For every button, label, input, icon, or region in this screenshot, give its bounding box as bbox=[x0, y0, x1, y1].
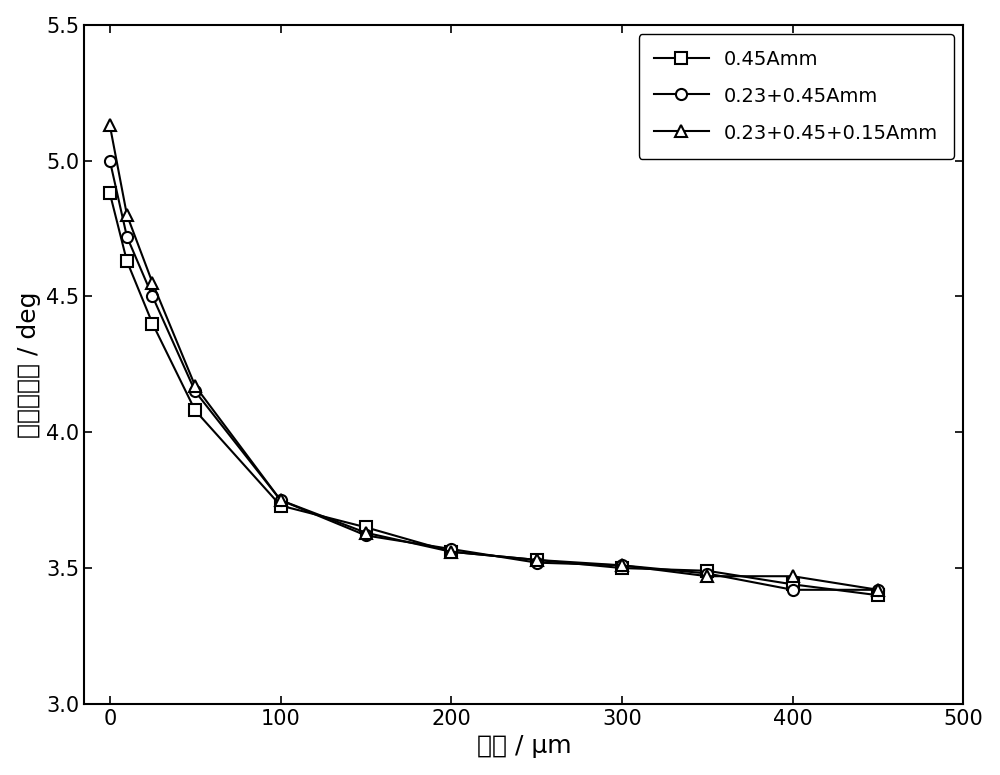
0.23+0.45Amm bbox=[104, 156, 116, 165]
Y-axis label: 衍射半高宽 / deg: 衍射半高宽 / deg bbox=[17, 291, 41, 438]
0.23+0.45+0.15Amm bbox=[616, 560, 628, 570]
0.45Amm bbox=[275, 501, 287, 510]
0.23+0.45+0.15Amm bbox=[121, 210, 133, 219]
0.23+0.45Amm bbox=[121, 232, 133, 241]
0.23+0.45+0.15Amm bbox=[189, 381, 201, 391]
0.45Amm bbox=[121, 257, 133, 266]
Line: 0.45Amm: 0.45Amm bbox=[104, 188, 884, 601]
0.23+0.45+0.15Amm bbox=[701, 572, 713, 581]
0.23+0.45+0.15Amm bbox=[275, 495, 287, 505]
0.23+0.45Amm bbox=[701, 569, 713, 578]
0.23+0.45Amm bbox=[445, 544, 457, 553]
Line: 0.23+0.45+0.15Amm: 0.23+0.45+0.15Amm bbox=[104, 119, 884, 595]
0.45Amm bbox=[872, 591, 884, 600]
0.45Amm bbox=[104, 188, 116, 198]
0.23+0.45Amm bbox=[146, 291, 158, 301]
0.23+0.45Amm bbox=[531, 558, 543, 567]
0.45Amm bbox=[531, 555, 543, 564]
0.23+0.45+0.15Amm bbox=[531, 555, 543, 564]
0.45Amm bbox=[787, 580, 799, 589]
0.45Amm bbox=[360, 522, 372, 532]
0.23+0.45Amm bbox=[872, 585, 884, 594]
0.23+0.45+0.15Amm bbox=[872, 585, 884, 594]
0.23+0.45+0.15Amm bbox=[104, 121, 116, 130]
0.23+0.45+0.15Amm bbox=[146, 278, 158, 288]
0.23+0.45Amm bbox=[275, 495, 287, 505]
Legend: 0.45Amm, 0.23+0.45Amm, 0.23+0.45+0.15Amm: 0.45Amm, 0.23+0.45Amm, 0.23+0.45+0.15Amm bbox=[639, 34, 954, 159]
0.23+0.45Amm bbox=[360, 531, 372, 540]
0.45Amm bbox=[701, 566, 713, 575]
0.45Amm bbox=[189, 406, 201, 415]
0.23+0.45+0.15Amm bbox=[787, 572, 799, 581]
0.23+0.45+0.15Amm bbox=[445, 547, 457, 556]
0.45Amm bbox=[616, 563, 628, 573]
0.23+0.45Amm bbox=[189, 387, 201, 396]
X-axis label: 层深 / μm: 层深 / μm bbox=[477, 735, 571, 758]
0.23+0.45Amm bbox=[787, 585, 799, 594]
0.23+0.45Amm bbox=[616, 560, 628, 570]
0.45Amm bbox=[445, 547, 457, 556]
0.23+0.45+0.15Amm bbox=[360, 528, 372, 537]
0.45Amm bbox=[146, 319, 158, 328]
Line: 0.23+0.45Amm: 0.23+0.45Amm bbox=[104, 155, 884, 595]
